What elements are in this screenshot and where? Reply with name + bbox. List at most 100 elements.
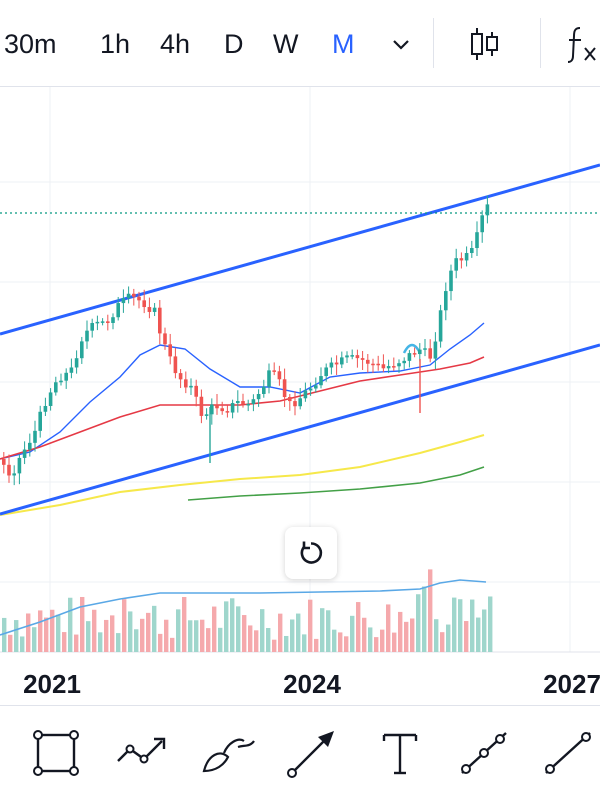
reset-chart-button[interactable] bbox=[285, 527, 337, 579]
volume-bar bbox=[392, 632, 397, 652]
candle-body bbox=[126, 293, 131, 299]
candle-body bbox=[293, 401, 297, 407]
trend-line-tool[interactable] bbox=[454, 720, 514, 786]
chart-type-button[interactable] bbox=[462, 22, 506, 66]
timeframe-d[interactable]: D bbox=[224, 29, 244, 59]
volume-bar bbox=[254, 630, 259, 652]
timeframe-4h[interactable]: 4h bbox=[160, 29, 191, 59]
volume-bar bbox=[218, 627, 223, 652]
volume-bar bbox=[374, 637, 379, 652]
volume-bar bbox=[104, 619, 109, 652]
candle-body bbox=[199, 396, 204, 416]
volume-bar bbox=[128, 611, 133, 652]
candle-body bbox=[418, 349, 422, 355]
volume-bar bbox=[368, 627, 373, 652]
candle-body bbox=[433, 341, 438, 359]
volume-bar bbox=[332, 629, 337, 652]
volume-bar bbox=[14, 620, 19, 652]
candle-body bbox=[376, 363, 380, 366]
volume-bar bbox=[80, 596, 85, 652]
volume-bar bbox=[302, 634, 307, 652]
timeframe-dropdown[interactable] bbox=[386, 22, 416, 66]
candle-body bbox=[215, 404, 219, 409]
candle-body bbox=[111, 317, 115, 323]
polyline-icon bbox=[117, 737, 166, 764]
volume-bar bbox=[74, 634, 79, 652]
volume-bar bbox=[164, 619, 169, 652]
candle-body bbox=[256, 393, 261, 400]
candle-body bbox=[470, 248, 474, 254]
parallel-channel[interactable] bbox=[0, 163, 600, 516]
volume-bar bbox=[182, 597, 187, 652]
volume-bar bbox=[470, 599, 475, 652]
candle-body bbox=[121, 298, 126, 304]
volume-bar bbox=[68, 597, 73, 652]
rectangle-tool[interactable] bbox=[26, 720, 86, 786]
arrow-icon bbox=[287, 731, 334, 778]
line-icon bbox=[545, 732, 591, 774]
text-tool[interactable] bbox=[370, 720, 430, 786]
candle-body bbox=[381, 364, 386, 369]
volume-bar bbox=[356, 602, 361, 652]
polyline-tool[interactable] bbox=[112, 720, 172, 786]
timeframe-toolbar: 30m 1h 4h D W M bbox=[0, 0, 600, 87]
candle-body bbox=[163, 333, 167, 345]
volume-bar bbox=[434, 619, 439, 652]
volume-bar bbox=[122, 599, 127, 652]
drawing-marker bbox=[402, 343, 422, 354]
volume-bar bbox=[284, 635, 289, 652]
candle-body bbox=[428, 348, 432, 359]
volume-bar bbox=[98, 632, 103, 652]
volume-bar bbox=[50, 609, 55, 652]
candle-body bbox=[314, 385, 318, 389]
candle-body bbox=[230, 403, 235, 413]
candle-body bbox=[345, 355, 349, 358]
volume-bar bbox=[380, 629, 385, 652]
candle-body bbox=[402, 360, 406, 364]
volume-bar bbox=[236, 606, 241, 652]
volume-bar bbox=[20, 636, 25, 652]
volume-bar bbox=[344, 636, 349, 652]
arrow-tool[interactable] bbox=[284, 720, 344, 786]
volume-bar bbox=[146, 612, 151, 652]
volume-bar bbox=[482, 609, 487, 652]
volume-bar bbox=[362, 617, 367, 652]
candle-body bbox=[444, 291, 448, 311]
volume-bar bbox=[458, 599, 463, 652]
volume-bar bbox=[224, 601, 229, 652]
volume-bar bbox=[212, 606, 217, 652]
volume-bar bbox=[152, 605, 157, 652]
toolbar-divider bbox=[433, 18, 434, 68]
brush-tool[interactable] bbox=[198, 720, 258, 786]
volume-bar bbox=[32, 627, 37, 652]
candle-body bbox=[392, 366, 396, 368]
candle-body bbox=[80, 341, 84, 359]
timeframe-m[interactable]: M bbox=[332, 29, 355, 59]
candle-body bbox=[324, 367, 328, 377]
candle-body bbox=[303, 390, 308, 399]
timeframe-1h[interactable]: 1h bbox=[100, 29, 131, 59]
indicators-button[interactable] bbox=[564, 22, 600, 66]
volume-bar bbox=[296, 613, 301, 652]
candle-body bbox=[12, 473, 16, 476]
timeframe-30m[interactable]: 30m bbox=[4, 29, 57, 59]
price-chart[interactable]: 2021 2024 2027 bbox=[0, 87, 600, 704]
volume-bar bbox=[386, 604, 391, 652]
candle-body bbox=[412, 353, 417, 355]
candle-body bbox=[277, 371, 282, 380]
volume-bar bbox=[206, 628, 211, 652]
ma-green bbox=[187, 466, 485, 501]
line-tool[interactable] bbox=[538, 720, 598, 786]
ma-red bbox=[0, 356, 485, 460]
volume-bar bbox=[404, 621, 409, 652]
candle-body bbox=[236, 401, 240, 404]
volume-bar bbox=[38, 610, 43, 652]
candle-body bbox=[116, 303, 120, 318]
candle-body bbox=[184, 379, 188, 388]
timeframe-w[interactable]: W bbox=[273, 29, 299, 59]
candle-body bbox=[90, 323, 94, 331]
candle-body bbox=[59, 380, 63, 383]
volume-bar bbox=[446, 624, 451, 652]
candle-body bbox=[262, 386, 266, 394]
volume-bar bbox=[440, 632, 445, 652]
